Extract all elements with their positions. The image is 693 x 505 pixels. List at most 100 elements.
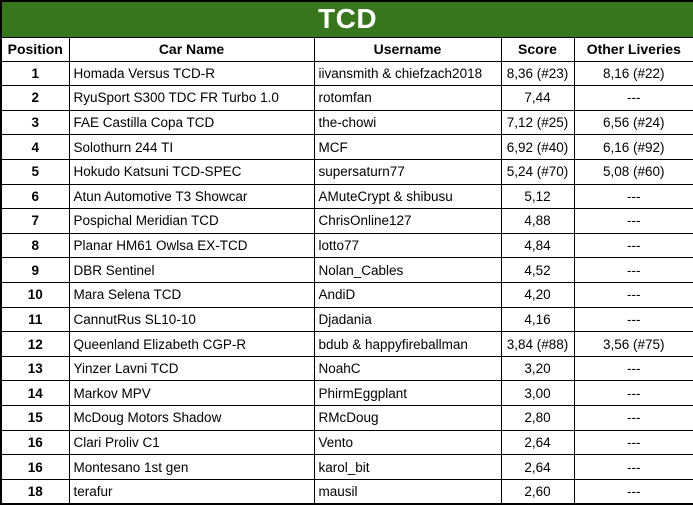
- cell-other-liveries: ---: [573, 183, 693, 210]
- cell-other-liveries: 3,56 (#75): [573, 331, 693, 357]
- cell-score: 8,36 (#23): [500, 60, 575, 87]
- cell-position: 2: [0, 85, 70, 111]
- cell-other-liveries: 5,08 (#60): [573, 158, 693, 185]
- cell-other-liveries: ---: [573, 380, 693, 407]
- title-banner-row: TCD: [0, 0, 693, 38]
- cell-username: PhirmEggplant: [313, 380, 502, 407]
- cell-score: 3,20: [500, 355, 575, 382]
- cell-score: 3,84 (#88): [500, 331, 575, 357]
- cell-car-name: RyuSport S300 TDC FR Turbo 1.0: [68, 85, 315, 111]
- column-header-other-liveries: Other Liveries: [573, 36, 693, 62]
- cell-username: MCF: [313, 134, 502, 160]
- table-row: 8 Planar HM61 Owlsa EX-TCD lotto77 4,84 …: [0, 232, 693, 259]
- cell-position: 10: [0, 281, 70, 308]
- cell-score: 2,60: [500, 478, 575, 505]
- cell-username: AMuteCrypt & shibusu: [313, 183, 502, 210]
- table-row: 3 FAE Castilla Copa TCD the-chowi 7,12 (…: [0, 109, 693, 136]
- cell-position: 18: [0, 478, 70, 505]
- cell-car-name: terafur: [68, 478, 315, 505]
- cell-score: 4,88: [500, 208, 575, 234]
- cell-other-liveries: ---: [573, 232, 693, 259]
- table-row: 6 Atun Automotive T3 Showcar AMuteCrypt …: [0, 183, 693, 210]
- cell-car-name: CannutRus SL10-10: [68, 306, 315, 333]
- cell-other-liveries: ---: [573, 85, 693, 111]
- cell-car-name: Solothurn 244 TI: [68, 134, 315, 160]
- table-row: 2 RyuSport S300 TDC FR Turbo 1.0 rotomfa…: [0, 85, 693, 111]
- cell-other-liveries: ---: [573, 355, 693, 382]
- table-row: 7 Pospichal Meridian TCD ChrisOnline127 …: [0, 208, 693, 234]
- cell-position: 7: [0, 208, 70, 234]
- table-row: 16 Montesano 1st gen karol_bit 2,64 ---: [0, 454, 693, 480]
- cell-username: mausil: [313, 478, 502, 505]
- cell-other-liveries: ---: [573, 454, 693, 480]
- cell-position: 1: [0, 60, 70, 87]
- cell-other-liveries: 6,56 (#24): [573, 109, 693, 136]
- table-row: 11 CannutRus SL10-10 Djadania 4,16 ---: [0, 306, 693, 333]
- cell-car-name: Atun Automotive T3 Showcar: [68, 183, 315, 210]
- cell-car-name: Yinzer Lavni TCD: [68, 355, 315, 382]
- column-header-car-name: Car Name: [68, 36, 315, 62]
- cell-score: 4,16: [500, 306, 575, 333]
- cell-position: 11: [0, 306, 70, 333]
- cell-other-liveries: ---: [573, 405, 693, 431]
- cell-username: Nolan_Cables: [313, 257, 502, 283]
- cell-score: 2,80: [500, 405, 575, 431]
- cell-score: 3,00: [500, 380, 575, 407]
- cell-position: 16: [0, 429, 70, 456]
- table-row: 5 Hokudo Katsuni TCD-SPEC supersaturn77 …: [0, 158, 693, 185]
- cell-position: 8: [0, 232, 70, 259]
- cell-score: 4,52: [500, 257, 575, 283]
- cell-position: 3: [0, 109, 70, 136]
- cell-position: 16: [0, 454, 70, 480]
- cell-score: 7,12 (#25): [500, 109, 575, 136]
- cell-position: 9: [0, 257, 70, 283]
- cell-username: ChrisOnline127: [313, 208, 502, 234]
- cell-position: 4: [0, 134, 70, 160]
- cell-other-liveries: ---: [573, 478, 693, 505]
- cell-score: 6,92 (#40): [500, 134, 575, 160]
- cell-car-name: McDoug Motors Shadow: [68, 405, 315, 431]
- table-row: 16 Clari Proliv C1 Vento 2,64 ---: [0, 429, 693, 456]
- column-header-score: Score: [500, 36, 575, 62]
- table-row: 10 Mara Selena TCD AndiD 4,20 ---: [0, 281, 693, 308]
- cell-username: rotomfan: [313, 85, 502, 111]
- cell-username: Djadania: [313, 306, 502, 333]
- table-row: 12 Queenland Elizabeth CGP-R bdub & happ…: [0, 331, 693, 357]
- table-row: 18 terafur mausil 2,60 ---: [0, 478, 693, 505]
- cell-position: 6: [0, 183, 70, 210]
- column-header-username: Username: [313, 36, 502, 62]
- cell-car-name: Markov MPV: [68, 380, 315, 407]
- column-header-position: Position: [0, 36, 70, 62]
- cell-username: the-chowi: [313, 109, 502, 136]
- cell-position: 15: [0, 405, 70, 431]
- cell-other-liveries: 6,16 (#92): [573, 134, 693, 160]
- table-row: 14 Markov MPV PhirmEggplant 3,00 ---: [0, 380, 693, 407]
- cell-position: 5: [0, 158, 70, 185]
- cell-car-name: Hokudo Katsuni TCD-SPEC: [68, 158, 315, 185]
- cell-other-liveries: ---: [573, 281, 693, 308]
- cell-car-name: Queenland Elizabeth CGP-R: [68, 331, 315, 357]
- table-row: 1 Homada Versus TCD-R iivansmith & chief…: [0, 60, 693, 87]
- cell-position: 12: [0, 331, 70, 357]
- cell-score: 5,24 (#70): [500, 158, 575, 185]
- cell-car-name: Pospichal Meridian TCD: [68, 208, 315, 234]
- cell-username: AndiD: [313, 281, 502, 308]
- cell-username: lotto77: [313, 232, 502, 259]
- cell-username: NoahC: [313, 355, 502, 382]
- page-title: TCD: [0, 0, 693, 38]
- table-row: 9 DBR Sentinel Nolan_Cables 4,52 ---: [0, 257, 693, 283]
- cell-car-name: Montesano 1st gen: [68, 454, 315, 480]
- cell-other-liveries: ---: [573, 257, 693, 283]
- cell-username: supersaturn77: [313, 158, 502, 185]
- cell-score: 7,44: [500, 85, 575, 111]
- cell-score: 2,64: [500, 454, 575, 480]
- table-row: 13 Yinzer Lavni TCD NoahC 3,20 ---: [0, 355, 693, 382]
- cell-score: 5,12: [500, 183, 575, 210]
- cell-car-name: Clari Proliv C1: [68, 429, 315, 456]
- cell-position: 14: [0, 380, 70, 407]
- cell-car-name: Mara Selena TCD: [68, 281, 315, 308]
- cell-other-liveries: ---: [573, 208, 693, 234]
- cell-username: karol_bit: [313, 454, 502, 480]
- cell-car-name: FAE Castilla Copa TCD: [68, 109, 315, 136]
